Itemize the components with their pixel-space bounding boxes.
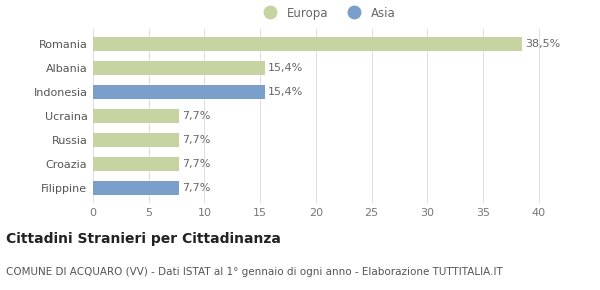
Bar	[93, 109, 179, 123]
Text: 15,4%: 15,4%	[268, 63, 303, 73]
Bar	[93, 85, 265, 99]
Text: 15,4%: 15,4%	[268, 87, 303, 97]
Text: Cittadini Stranieri per Cittadinanza: Cittadini Stranieri per Cittadinanza	[6, 232, 281, 246]
Text: 7,7%: 7,7%	[182, 135, 211, 145]
Legend: Europa, Asia: Europa, Asia	[259, 7, 395, 20]
Bar	[93, 133, 179, 147]
Text: 7,7%: 7,7%	[182, 111, 211, 121]
Text: 7,7%: 7,7%	[182, 183, 211, 193]
Bar	[93, 157, 179, 171]
Text: COMUNE DI ACQUARO (VV) - Dati ISTAT al 1° gennaio di ogni anno - Elaborazione TU: COMUNE DI ACQUARO (VV) - Dati ISTAT al 1…	[6, 267, 503, 277]
Bar	[93, 181, 179, 195]
Text: 38,5%: 38,5%	[526, 39, 560, 49]
Bar	[93, 61, 265, 75]
Bar	[93, 37, 522, 51]
Text: 7,7%: 7,7%	[182, 159, 211, 169]
